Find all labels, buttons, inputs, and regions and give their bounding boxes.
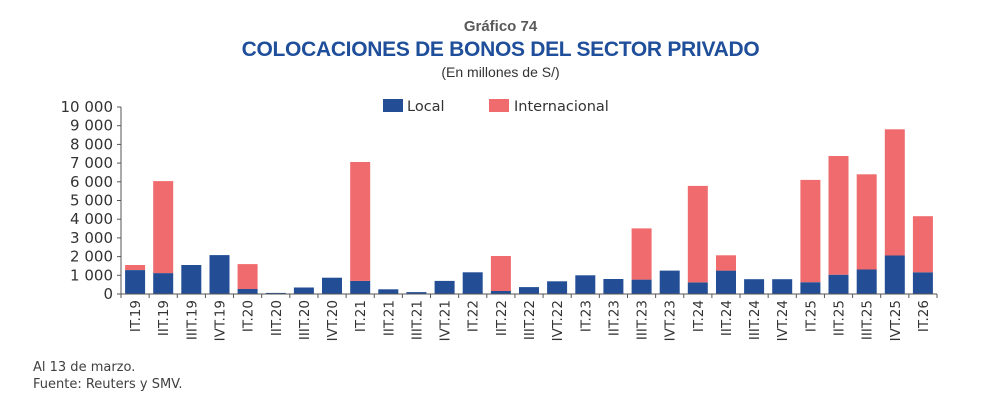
x-tick-label: IIIT.24 xyxy=(747,300,763,340)
y-tick-label: 6 000 xyxy=(70,173,113,191)
legend-label-internacional: Internacional xyxy=(514,99,609,115)
x-tick-label: IT.21 xyxy=(353,300,369,332)
x-tick-label: IIT.23 xyxy=(606,300,622,336)
bar-local xyxy=(490,291,511,294)
x-tick-label: IVT.24 xyxy=(775,300,791,341)
bar-local xyxy=(744,279,765,294)
y-tick-label: 5 000 xyxy=(70,192,113,210)
legend-label-local: Local xyxy=(407,99,445,115)
bar-local xyxy=(519,287,539,294)
x-tick-label: IIT.19 xyxy=(156,300,172,336)
bar-internacional xyxy=(631,228,652,280)
x-tick-label: IIT.21 xyxy=(381,300,397,336)
footnote-source: Fuente: Reuters y SMV. xyxy=(33,377,183,392)
footnote-date: Al 13 de marzo. xyxy=(33,360,136,375)
legend-swatch-internacional xyxy=(489,99,509,112)
x-tick-label: IVT.19 xyxy=(213,300,229,341)
bar-internacional xyxy=(490,256,511,291)
bar-local xyxy=(659,270,680,294)
bar-local xyxy=(434,280,455,294)
y-tick-label: 8 000 xyxy=(70,135,113,153)
x-tick-label: IIT.25 xyxy=(832,300,848,336)
bars xyxy=(125,129,933,294)
y-tick-label: 4 000 xyxy=(70,210,113,228)
bar-internacional xyxy=(800,179,821,283)
x-tick-label: IT.24 xyxy=(691,300,707,332)
bar-local xyxy=(631,279,652,294)
bar-local xyxy=(350,280,371,294)
bar-local xyxy=(293,287,314,294)
x-tick-label: IVT.25 xyxy=(888,300,904,341)
chart-subtitle: (En millones de S/) xyxy=(441,64,560,80)
x-axis: IT.19 IIT.19 IIIT.19 IVT.19 IT.20 IIT.20 IIIT.… xyxy=(120,293,938,341)
x-tick-label: IT.22 xyxy=(466,300,482,332)
bar-internacional xyxy=(716,255,736,271)
bar-local xyxy=(575,275,596,294)
bar-local xyxy=(800,282,821,294)
x-tick-label: IVT.20 xyxy=(325,300,341,341)
bar-local xyxy=(912,272,933,294)
bar-internacional xyxy=(884,129,905,256)
y-tick-label: 3 000 xyxy=(70,229,113,247)
chart-kicker: Gráfico 74 xyxy=(463,18,538,35)
x-tick-label: IIT.20 xyxy=(269,300,285,336)
bar-local xyxy=(181,265,202,294)
y-tick-label: 10 000 xyxy=(61,98,114,116)
chart-title: COLOCACIONES DE BONOS DEL SECTOR PRIVADO xyxy=(241,38,760,61)
bar-internacional xyxy=(350,162,371,281)
x-tick-label: IVT.22 xyxy=(550,300,566,341)
y-tick-label: 9 000 xyxy=(70,117,113,135)
x-tick-label: IT.20 xyxy=(241,300,257,332)
x-tick-label: IIIT.23 xyxy=(635,300,651,340)
bar-internacional xyxy=(125,265,146,270)
x-tick-label: IT.25 xyxy=(803,300,819,332)
x-tick-label: IIIT.22 xyxy=(522,300,538,340)
bar-local xyxy=(547,281,568,294)
bar-local xyxy=(125,270,146,294)
bar-internacional xyxy=(856,174,877,270)
bar-internacional xyxy=(237,264,258,289)
x-tick-label: IT.26 xyxy=(916,300,932,332)
bar-local xyxy=(237,289,258,294)
x-tick-label: IT.19 xyxy=(128,300,144,332)
x-tick-label: IVT.23 xyxy=(663,300,679,341)
bar-local xyxy=(322,277,342,294)
legend-swatch-local xyxy=(383,99,403,112)
bar-local xyxy=(209,255,230,294)
x-tick-label: IIIT.19 xyxy=(184,300,200,340)
bar-internacional xyxy=(828,156,849,275)
legend: Local Internacional xyxy=(383,99,609,115)
bar-local xyxy=(378,289,399,294)
x-tick-label: IIIT.21 xyxy=(409,300,425,340)
x-tick-label: IT.23 xyxy=(578,300,594,332)
y-tick-label: 7 000 xyxy=(70,154,113,172)
bar-local xyxy=(406,292,427,294)
bar-local xyxy=(828,274,849,294)
bar-local xyxy=(603,279,624,294)
bar-local xyxy=(462,272,483,294)
y-tick-label: 0 xyxy=(103,285,113,303)
x-tick-label: IIIT.20 xyxy=(297,300,313,340)
bar-local xyxy=(265,292,286,294)
bar-local xyxy=(884,255,905,294)
bar-internacional xyxy=(687,185,708,283)
bar-local xyxy=(856,269,877,294)
bar-local xyxy=(153,273,174,294)
x-tick-label: IIIT.25 xyxy=(860,300,876,340)
x-tick-label: IVT.21 xyxy=(438,300,454,341)
x-tick-label: IIT.24 xyxy=(719,300,735,336)
bar-local xyxy=(687,282,708,294)
bar-local xyxy=(772,279,793,294)
bar-internacional xyxy=(153,181,174,274)
bar-internacional xyxy=(912,216,933,273)
y-tick-label: 1 000 xyxy=(70,266,113,284)
y-tick-label: 2 000 xyxy=(70,248,113,266)
x-tick-label: IIT.22 xyxy=(494,300,510,336)
bar-local xyxy=(716,270,736,294)
